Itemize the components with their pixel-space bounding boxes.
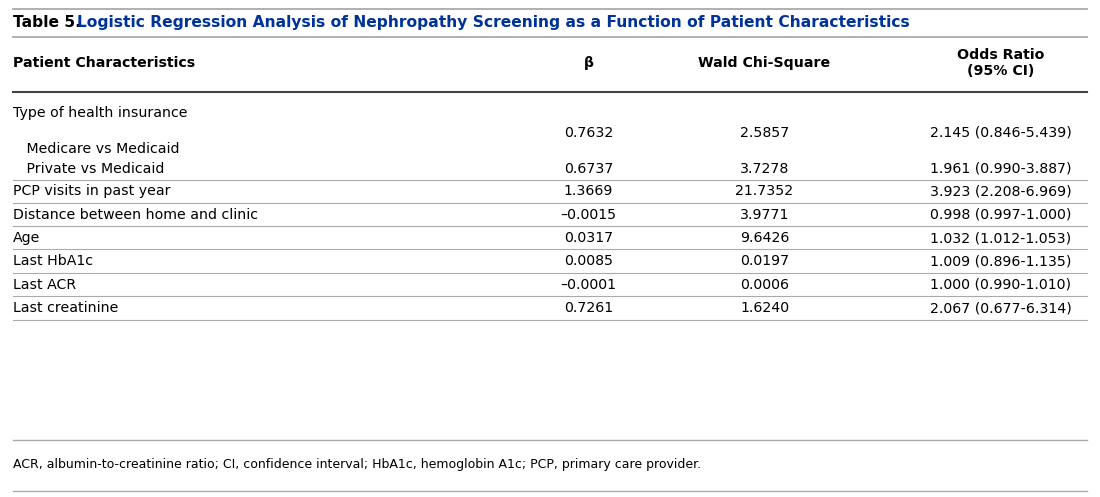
Text: 0.0197: 0.0197 xyxy=(740,254,789,268)
Text: Table 5.: Table 5. xyxy=(13,15,87,30)
Text: 1.961 (0.990-3.887): 1.961 (0.990-3.887) xyxy=(931,162,1071,176)
Text: 0.998 (0.997-1.000): 0.998 (0.997-1.000) xyxy=(931,208,1071,222)
Text: 21.7352: 21.7352 xyxy=(736,184,793,198)
Text: Distance between home and clinic: Distance between home and clinic xyxy=(13,208,258,222)
Text: β: β xyxy=(583,56,594,70)
Text: 1.3669: 1.3669 xyxy=(564,184,613,198)
Text: 0.0085: 0.0085 xyxy=(564,254,613,268)
Text: 2.067 (0.677-6.314): 2.067 (0.677-6.314) xyxy=(931,301,1071,315)
Text: PCP visits in past year: PCP visits in past year xyxy=(13,184,170,198)
Text: 1.6240: 1.6240 xyxy=(740,301,789,315)
Text: Patient Characteristics: Patient Characteristics xyxy=(13,56,196,70)
Text: Odds Ratio
(95% CI): Odds Ratio (95% CI) xyxy=(957,48,1045,78)
Text: Age: Age xyxy=(13,231,41,245)
Text: –0.0001: –0.0001 xyxy=(561,278,616,292)
Text: 1.000 (0.990-1.010): 1.000 (0.990-1.010) xyxy=(931,278,1071,292)
Text: Medicare vs Medicaid: Medicare vs Medicaid xyxy=(13,142,179,156)
Text: 1.009 (0.896-1.135): 1.009 (0.896-1.135) xyxy=(931,254,1071,268)
Text: Private vs Medicaid: Private vs Medicaid xyxy=(13,162,165,176)
Text: 1.032 (1.012-1.053): 1.032 (1.012-1.053) xyxy=(931,231,1071,245)
Text: 0.0006: 0.0006 xyxy=(740,278,789,292)
Text: 3.9771: 3.9771 xyxy=(740,208,789,222)
Text: Type of health insurance: Type of health insurance xyxy=(13,106,188,120)
Text: 2.5857: 2.5857 xyxy=(740,126,789,140)
Text: 2.145 (0.846-5.439): 2.145 (0.846-5.439) xyxy=(931,126,1071,140)
Text: –0.0015: –0.0015 xyxy=(560,208,617,222)
Text: 0.7261: 0.7261 xyxy=(564,301,613,315)
Text: 0.6737: 0.6737 xyxy=(564,162,613,176)
Text: 9.6426: 9.6426 xyxy=(740,231,789,245)
Text: 3.923 (2.208-6.969): 3.923 (2.208-6.969) xyxy=(931,184,1071,198)
Text: Last creatinine: Last creatinine xyxy=(13,301,119,315)
Text: Last ACR: Last ACR xyxy=(13,278,76,292)
Text: Last HbA1c: Last HbA1c xyxy=(13,254,94,268)
Text: 3.7278: 3.7278 xyxy=(740,162,789,176)
Text: 0.7632: 0.7632 xyxy=(564,126,613,140)
Text: Logistic Regression Analysis of Nephropathy Screening as a Function of Patient C: Logistic Regression Analysis of Nephropa… xyxy=(77,15,910,30)
Text: 0.0317: 0.0317 xyxy=(564,231,613,245)
Text: Wald Chi-Square: Wald Chi-Square xyxy=(698,56,830,70)
Text: ACR, albumin-to-creatinine ratio; CI, confidence interval; HbA1c, hemoglobin A1c: ACR, albumin-to-creatinine ratio; CI, co… xyxy=(13,458,702,471)
